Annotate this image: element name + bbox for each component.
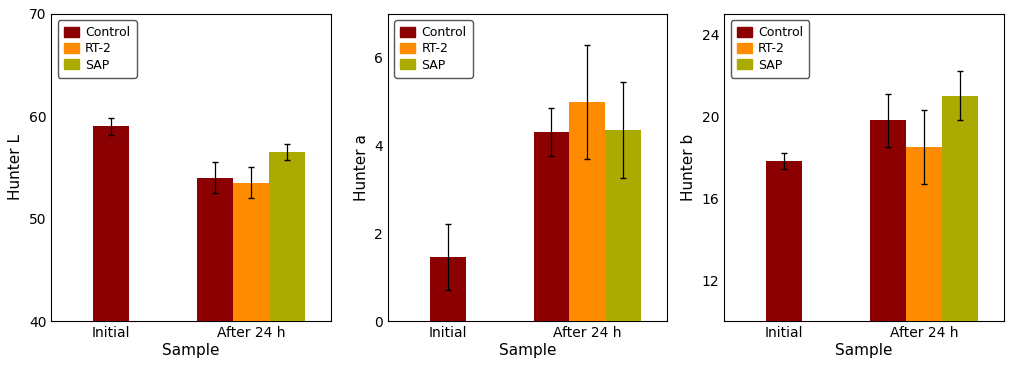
Legend: Control, RT-2, SAP: Control, RT-2, SAP: [58, 20, 136, 78]
Bar: [197, 178, 233, 366]
Bar: [430, 257, 465, 321]
X-axis label: Sample: Sample: [834, 343, 892, 358]
Bar: [233, 183, 269, 366]
Bar: [765, 161, 802, 366]
X-axis label: Sample: Sample: [498, 343, 556, 358]
Bar: [533, 132, 569, 321]
Legend: Control, RT-2, SAP: Control, RT-2, SAP: [730, 20, 809, 78]
Bar: [569, 102, 605, 321]
Bar: [905, 147, 941, 366]
Bar: [869, 120, 905, 366]
Bar: [605, 130, 641, 321]
Bar: [93, 127, 129, 366]
Y-axis label: Hunter b: Hunter b: [680, 134, 696, 201]
Y-axis label: Hunter L: Hunter L: [8, 134, 23, 201]
Legend: Control, RT-2, SAP: Control, RT-2, SAP: [393, 20, 472, 78]
Bar: [269, 152, 304, 366]
X-axis label: Sample: Sample: [162, 343, 219, 358]
Y-axis label: Hunter a: Hunter a: [353, 134, 368, 201]
Bar: [941, 96, 977, 366]
